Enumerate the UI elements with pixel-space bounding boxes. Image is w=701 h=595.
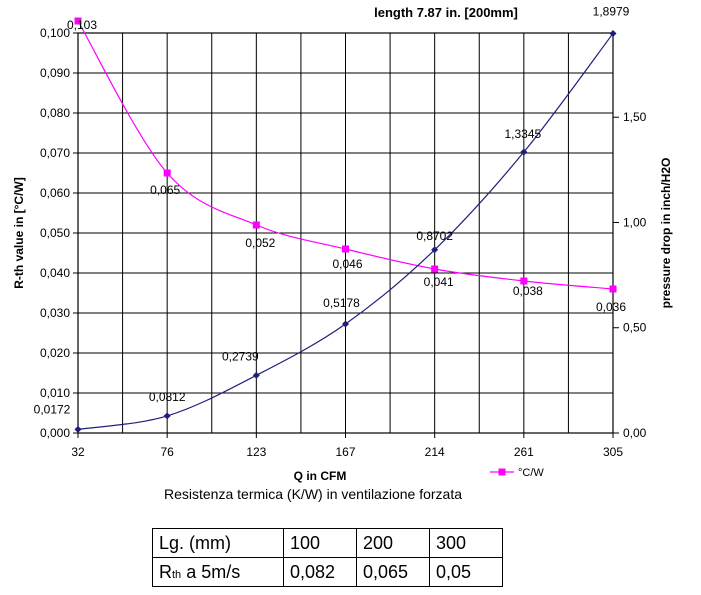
- table-row: Rth a 5m/s 0,082 0,065 0,05: [152, 557, 503, 587]
- x-axis-title: Q in CFM: [294, 469, 347, 483]
- left-axis-tick-label: 0,060: [40, 186, 70, 200]
- table-value-300: 0,05: [429, 557, 503, 587]
- data-label-pressure: 0,0172: [34, 402, 71, 416]
- data-label-rth: 0,038: [513, 284, 543, 298]
- series-point-pressure: [74, 425, 82, 433]
- legend-marker-rth: [498, 468, 506, 476]
- left-axis-title: R-th value in [°C/W]: [12, 177, 26, 288]
- x-axis-tick-label: 214: [425, 445, 445, 459]
- series-point-pressure: [342, 320, 349, 328]
- series-point-rth: [74, 17, 82, 25]
- chart: 0,000 0,010 0,020 0,030 0,040 0,050 0,060 0,070…: [12, 4, 673, 483]
- data-label-rth: 0,041: [424, 275, 454, 289]
- table-value-100: 0,082: [283, 557, 357, 587]
- row-label-rest: a 5m/s: [181, 561, 241, 582]
- x-axis-tick-label: 32: [71, 445, 85, 459]
- left-axis-tick-label: 0,030: [40, 306, 70, 320]
- x-axis-tick-label: 305: [603, 445, 623, 459]
- series-point-rth: [163, 169, 171, 177]
- chart-caption: Resistenza termica (K/W) in ventilazione…: [164, 486, 462, 502]
- series-point-pressure: [609, 29, 617, 37]
- right-axis-tick-label: 0,00: [623, 426, 647, 440]
- left-axis-tick-label: 0,000: [40, 426, 70, 440]
- chart-axes: 0,000 0,010 0,020 0,030 0,040 0,050 0,060 0,070…: [12, 5, 673, 483]
- data-label-pressure: 1,8979: [593, 4, 630, 18]
- left-axis-tick-label: 0,070: [40, 146, 70, 160]
- left-axis-tick-label: 0,050: [40, 226, 70, 240]
- left-axis-tick-label: 0,010: [40, 386, 70, 400]
- series-point-rth: [342, 245, 349, 253]
- x-axis-tick-label: 76: [160, 445, 174, 459]
- series-point-rth: [431, 265, 439, 273]
- left-axis-tick-label: 0,090: [40, 66, 70, 80]
- right-axis-tick-label: 1,00: [623, 215, 647, 229]
- table-col-300: 300: [429, 528, 503, 558]
- data-label-pressure: 1,3345: [504, 127, 541, 141]
- right-axis-tick-label: 1,50: [623, 110, 647, 124]
- data-label-pressure: 0,8702: [416, 229, 453, 243]
- table-row-label: Rth a 5m/s: [152, 557, 284, 587]
- plot-border: [77, 32, 614, 434]
- legend-label-rth: °C/W: [518, 467, 544, 479]
- series-point-pressure: [252, 371, 260, 379]
- table-row: Lg. (mm) 100 200 300: [152, 528, 503, 558]
- series-point-pressure: [520, 148, 528, 156]
- data-label-rth: 0,052: [245, 236, 275, 250]
- row-label-sub: th: [172, 568, 182, 581]
- table-col-100: 100: [283, 528, 357, 558]
- series-point-rth: [609, 285, 617, 293]
- series-point-rth: [252, 221, 260, 229]
- chart-grid: [77, 32, 614, 434]
- chart-series: [74, 17, 617, 433]
- left-axis-tick-label: 0,080: [40, 106, 70, 120]
- series-point-pressure: [431, 246, 439, 254]
- right-axis-tick-label: 0,50: [623, 321, 647, 335]
- row-label-main: R: [159, 561, 172, 582]
- left-axis-tick-label: 0,040: [40, 266, 70, 280]
- table-header-label: Lg. (mm): [152, 528, 284, 558]
- x-axis-tick-label: 167: [335, 445, 355, 459]
- data-label-rth: 0,103: [67, 18, 97, 32]
- data-label-pressure: 0,5178: [323, 296, 360, 310]
- x-axis-tick-label: 123: [246, 445, 266, 459]
- table-col-200: 200: [356, 528, 430, 558]
- rth-table: Lg. (mm) 100 200 300 Rth a 5m/s 0,082 0,…: [152, 528, 503, 587]
- left-axis-tick-label: 0,020: [40, 346, 70, 360]
- data-label-rth: 0,036: [596, 300, 626, 314]
- data-label-rth: 0,046: [332, 257, 362, 271]
- series-point-pressure: [163, 412, 171, 420]
- data-label-pressure: 0,2739: [222, 349, 259, 363]
- x-axis-tick-label: 261: [514, 445, 534, 459]
- left-axis-tick-label: 0,100: [40, 26, 70, 40]
- table-value-200: 0,065: [356, 557, 430, 587]
- data-label-pressure: 0,0812: [149, 390, 186, 404]
- chart-title: length 7.87 in. [200mm]: [374, 5, 518, 20]
- data-label-rth: 0,065: [150, 183, 180, 197]
- right-axis-title: pressure drop in inch/H2O: [659, 158, 673, 309]
- series-point-rth: [520, 277, 528, 285]
- chart-labels: 0,103 0,065 0,052 0,046 0,041 0,038 0,036 0,017…: [34, 4, 630, 416]
